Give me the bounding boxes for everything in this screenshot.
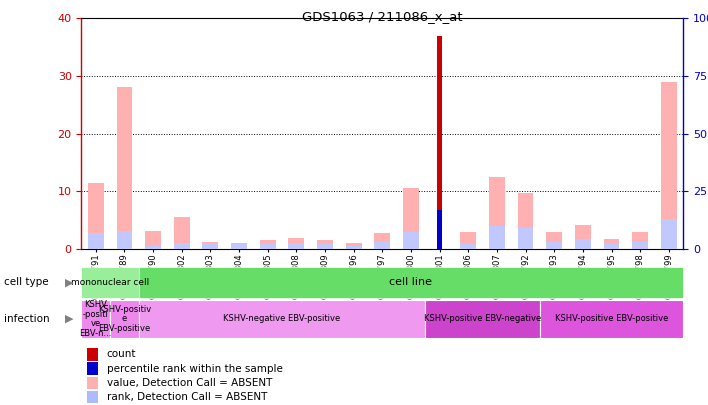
Bar bbox=[317, 241, 333, 249]
Text: KSHV-positiv
e
EBV-positive: KSHV-positiv e EBV-positive bbox=[98, 305, 151, 333]
Text: KSHV-negative EBV-positive: KSHV-negative EBV-positive bbox=[224, 314, 341, 324]
Bar bbox=[460, 232, 476, 249]
Bar bbox=[139, 300, 426, 338]
Bar bbox=[661, 219, 677, 249]
Bar bbox=[288, 237, 304, 249]
Bar bbox=[88, 362, 98, 375]
Bar bbox=[145, 245, 161, 249]
Bar bbox=[88, 348, 98, 361]
Bar bbox=[139, 267, 683, 298]
Bar bbox=[632, 242, 648, 249]
Bar bbox=[460, 245, 476, 249]
Text: ▶: ▶ bbox=[65, 277, 74, 288]
Bar bbox=[575, 225, 590, 249]
Bar bbox=[81, 300, 110, 338]
Bar bbox=[145, 230, 161, 249]
Text: GDS1063 / 211086_x_at: GDS1063 / 211086_x_at bbox=[302, 10, 462, 23]
Bar bbox=[81, 267, 139, 298]
Bar bbox=[346, 245, 362, 249]
Text: mononuclear cell: mononuclear cell bbox=[71, 278, 149, 287]
Text: cell type: cell type bbox=[4, 277, 48, 288]
Bar bbox=[174, 217, 190, 249]
Bar bbox=[202, 242, 218, 249]
Bar bbox=[88, 233, 103, 249]
Bar bbox=[117, 87, 132, 249]
Text: KSHV-positive EBV-negative: KSHV-positive EBV-negative bbox=[424, 314, 541, 324]
Bar bbox=[403, 188, 419, 249]
Bar bbox=[346, 243, 362, 249]
Bar bbox=[437, 210, 442, 249]
Bar bbox=[661, 82, 677, 249]
Text: percentile rank within the sample: percentile rank within the sample bbox=[107, 364, 282, 374]
Bar bbox=[632, 232, 648, 249]
Bar bbox=[604, 239, 620, 249]
Text: KSHV
-positi
ve
EBV-n...: KSHV -positi ve EBV-n... bbox=[79, 300, 112, 338]
Bar bbox=[231, 245, 247, 249]
Text: rank, Detection Call = ABSENT: rank, Detection Call = ABSENT bbox=[107, 392, 267, 402]
Bar bbox=[375, 233, 390, 249]
Bar bbox=[317, 245, 333, 249]
Text: cell line: cell line bbox=[389, 277, 433, 288]
Bar bbox=[202, 243, 218, 249]
Bar bbox=[174, 243, 190, 249]
Bar bbox=[547, 232, 562, 249]
Bar bbox=[575, 239, 590, 249]
Text: infection: infection bbox=[4, 314, 49, 324]
Bar bbox=[604, 245, 620, 249]
Text: ▶: ▶ bbox=[65, 314, 74, 324]
Bar bbox=[547, 242, 562, 249]
Bar bbox=[426, 300, 540, 338]
Text: KSHV-positive EBV-positive: KSHV-positive EBV-positive bbox=[555, 314, 668, 324]
Bar bbox=[88, 377, 98, 389]
Bar bbox=[88, 391, 98, 403]
Bar bbox=[117, 230, 132, 249]
Text: value, Detection Call = ABSENT: value, Detection Call = ABSENT bbox=[107, 378, 272, 388]
Bar bbox=[489, 226, 505, 249]
Bar bbox=[437, 36, 442, 249]
Bar bbox=[260, 241, 275, 249]
Bar bbox=[375, 242, 390, 249]
Bar bbox=[518, 192, 534, 249]
Bar bbox=[540, 300, 683, 338]
Bar bbox=[403, 232, 419, 249]
Bar bbox=[288, 243, 304, 249]
Bar bbox=[231, 243, 247, 249]
Bar bbox=[489, 177, 505, 249]
Bar bbox=[110, 300, 139, 338]
Text: count: count bbox=[107, 350, 136, 360]
Bar bbox=[260, 245, 275, 249]
Bar bbox=[518, 228, 534, 249]
Bar bbox=[88, 183, 103, 249]
